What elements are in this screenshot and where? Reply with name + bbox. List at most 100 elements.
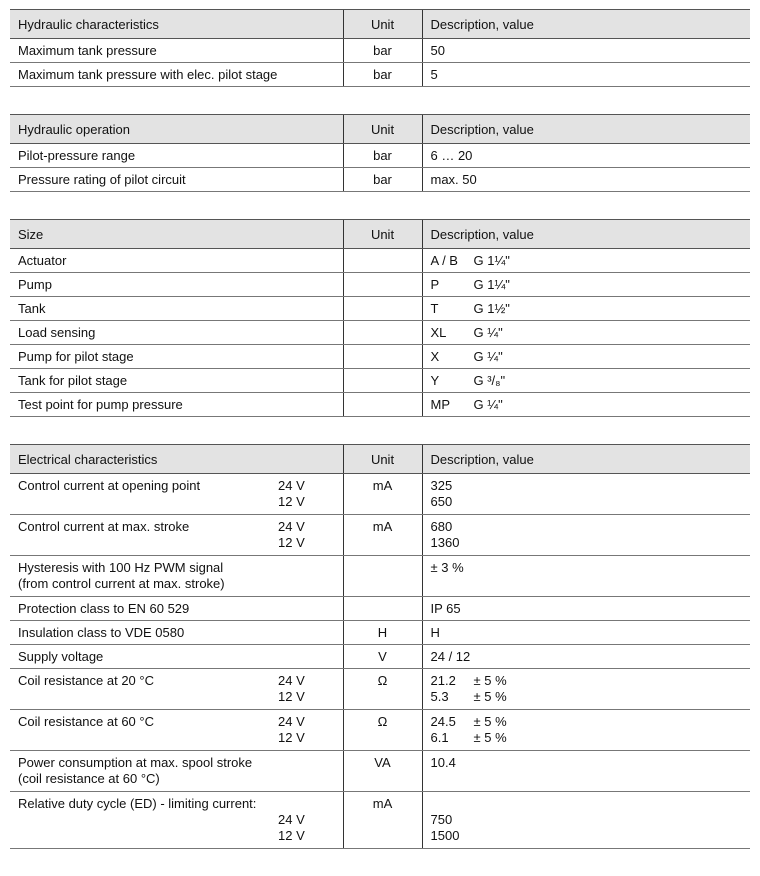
unit-cell — [342, 272, 422, 297]
label-line: Maximum tank pressure with elec. pilot s… — [18, 67, 278, 82]
spec-tables: Hydraulic characteristics Unit Description… — [10, 9, 750, 876]
parameter-cell: Supply voltage — [10, 644, 343, 669]
value-line: X G ¼" — [431, 349, 743, 365]
table-row: Load sensing XL G ¼" — [10, 320, 750, 345]
unit-cell: Ω — [342, 709, 422, 751]
voltage-value: 12 V — [278, 535, 305, 550]
table-row: Pump for pilot stage X G ¼" — [10, 344, 750, 369]
parameter-label: Hysteresis with 100 Hz PWM signal (from c… — [18, 560, 335, 592]
parameter-label: Coil resistance at 20 °C 24 V 12 V — [18, 673, 335, 705]
unit-cell: Ω — [342, 668, 422, 710]
table-row: Maximum tank pressure with elec. pilot s… — [10, 62, 750, 87]
voltage-value: 24 V — [278, 519, 305, 534]
description-header: Description, value — [421, 444, 750, 474]
spec-table: Hydraulic characteristics Unit Description… — [10, 9, 750, 87]
value-cell: T G 1½" — [421, 296, 750, 321]
value-text: G ¼" — [473, 325, 503, 340]
parameter-label: Pilot-pressure range — [18, 148, 335, 164]
value-code: A / B — [430, 253, 458, 268]
parameter-cell: Coil resistance at 60 °C 24 V 12 V — [10, 709, 343, 751]
table-row: Maximum tank pressure bar 50 — [10, 38, 750, 63]
unit-cell: H — [342, 620, 422, 645]
section-title: Electrical characteristics — [10, 444, 343, 474]
unit-cell: mA — [342, 514, 422, 556]
parameter-label: Pressure rating of pilot circuit — [18, 172, 335, 188]
label-line: Protection class to EN 60 529 — [18, 601, 190, 616]
description-header: Description, value — [421, 114, 750, 144]
parameter-cell: Hysteresis with 100 Hz PWM signal (from c… — [10, 555, 343, 597]
unit-cell — [342, 344, 422, 369]
table-row: Protection class to EN 60 529 IP 65 — [10, 596, 750, 621]
label-line: Hysteresis with 100 Hz PWM signal — [18, 560, 224, 575]
unit-cell — [342, 368, 422, 393]
voltage-value: 24 V — [278, 714, 305, 729]
value-text: ± 5 % — [473, 673, 507, 688]
value-cell: XL G ¼" — [421, 320, 750, 345]
voltage-list: 24 V 12 V — [278, 478, 305, 510]
voltage-value: 12 V — [278, 494, 305, 509]
value-line: 6.1 ± 5 % — [431, 730, 743, 746]
value-cell: H — [421, 620, 750, 645]
parameter-cell: Tank — [10, 296, 343, 321]
label-line: (from control current at max. stroke) — [18, 576, 225, 591]
voltage-value: 24 V — [278, 673, 305, 688]
table-row: Actuator A / B G 1¼" — [10, 248, 750, 273]
label-line: Tank for pilot stage — [18, 373, 128, 388]
label-line: Control current at opening point — [18, 478, 201, 493]
value-cell: P G 1¼" — [421, 272, 750, 297]
voltage-list: 24 V 12 V — [278, 796, 305, 844]
label-line: Insulation class to VDE 0580 — [18, 625, 185, 640]
parameter-label: Pump for pilot stage — [18, 349, 335, 365]
value-code: 24.5 — [430, 714, 456, 729]
parameter-label: Power consumption at max. spool stroke (c… — [18, 755, 335, 787]
table-row: Insulation class to VDE 0580 H H — [10, 620, 750, 645]
value-line: 21.2 ± 5 % — [431, 673, 743, 689]
parameter-cell: Protection class to EN 60 529 — [10, 596, 343, 621]
unit-cell: bar — [342, 38, 422, 63]
table-header-row: Hydraulic characteristics Unit Description… — [10, 9, 750, 39]
value-cell: MP G ¼" — [421, 392, 750, 417]
unit-cell: bar — [342, 167, 422, 192]
value-text: G ¼" — [473, 397, 503, 412]
unit-cell: bar — [342, 143, 422, 168]
unit-header: Unit — [342, 9, 422, 39]
section-title: Size — [10, 219, 343, 249]
parameter-label: Protection class to EN 60 529 — [18, 601, 335, 617]
parameter-label: Coil resistance at 60 °C 24 V 12 V — [18, 714, 335, 746]
value-cell: 24 / 12 — [421, 644, 750, 669]
parameter-cell: Actuator — [10, 248, 343, 273]
description-header: Description, value — [421, 9, 750, 39]
unit-cell: V — [342, 644, 422, 669]
value-line: 5 — [430, 67, 438, 82]
value-line — [431, 576, 743, 592]
unit-header: Unit — [342, 444, 422, 474]
unit-cell: mA — [342, 791, 422, 849]
value-cell: 21.2 ± 5 % 5.3 ± 5 % — [421, 668, 750, 710]
parameter-label: Pump — [18, 277, 335, 293]
spec-table: Hydraulic operation Unit Description, valu… — [10, 114, 750, 192]
value-line: 750 — [430, 812, 453, 827]
section-title: Hydraulic operation — [10, 114, 343, 144]
parameter-cell: Insulation class to VDE 0580 — [10, 620, 343, 645]
voltage-list: 24 V 12 V — [278, 519, 305, 551]
value-code: 5.3 — [430, 689, 449, 704]
label-line: Actuator — [18, 253, 67, 268]
unit-cell: bar — [342, 62, 422, 87]
unit-header: Unit — [342, 219, 422, 249]
label-line: Pilot-pressure range — [18, 148, 136, 163]
parameter-cell: Pressure rating of pilot circuit — [10, 167, 343, 192]
label-line: Pressure rating of pilot circuit — [18, 172, 186, 187]
parameter-label: Insulation class to VDE 0580 — [18, 625, 335, 641]
label-line: Control current at max. stroke — [18, 519, 190, 534]
parameter-cell: Power consumption at max. spool stroke (c… — [10, 750, 343, 792]
value-line: 24 / 12 — [430, 649, 471, 664]
value-cell: ± 3 % — [421, 555, 750, 597]
value-text: G 1¼" — [473, 277, 510, 292]
value-cell: 750 1500 — [421, 791, 750, 849]
spec-table: Electrical characteristics Unit Descriptio… — [10, 444, 750, 849]
value-cell: 325 650 — [421, 473, 750, 515]
unit-cell — [342, 320, 422, 345]
value-cell: A / B G 1¼" — [421, 248, 750, 273]
value-line: 24.5 ± 5 % — [431, 714, 743, 730]
value-cell: 24.5 ± 5 % 6.1 ± 5 % — [421, 709, 750, 751]
